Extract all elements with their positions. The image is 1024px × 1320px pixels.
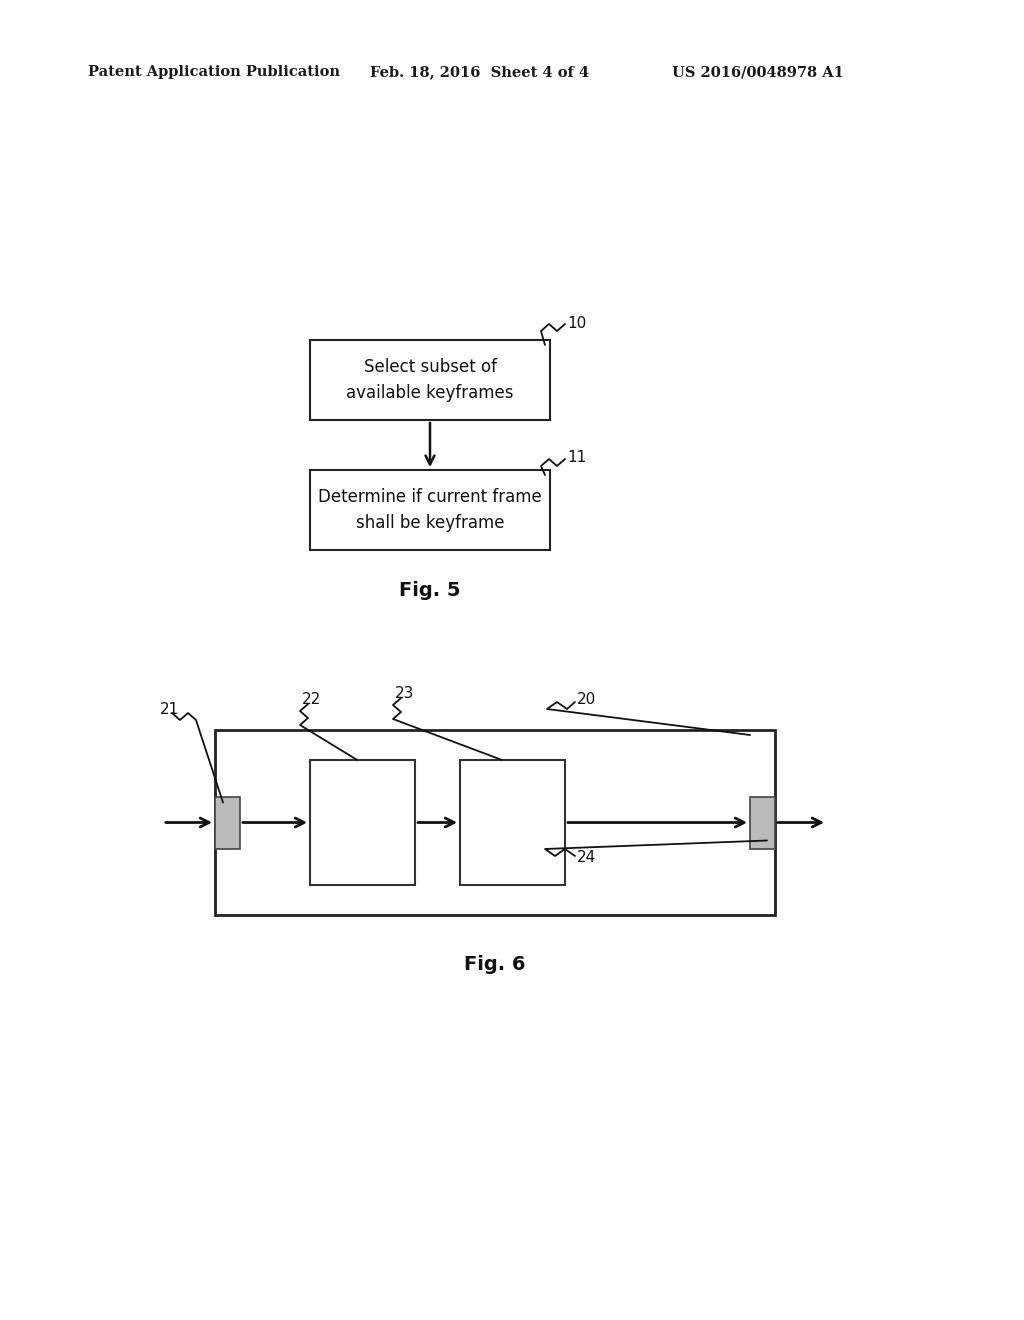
Bar <box>215 796 240 849</box>
Text: Determine if current frame
shall be keyframe: Determine if current frame shall be keyf… <box>318 488 542 532</box>
Text: Patent Application Publication: Patent Application Publication <box>88 65 340 79</box>
Text: US 2016/0048978 A1: US 2016/0048978 A1 <box>672 65 844 79</box>
Bar <box>750 796 775 849</box>
Text: 24: 24 <box>577 850 596 866</box>
Bar <box>460 760 565 884</box>
Text: 22: 22 <box>302 693 322 708</box>
Bar <box>310 760 415 884</box>
Bar <box>310 341 550 420</box>
Bar <box>310 470 550 550</box>
Text: Fig. 6: Fig. 6 <box>464 956 525 974</box>
Text: 10: 10 <box>567 315 587 330</box>
Text: Select subset of
available keyframes: Select subset of available keyframes <box>346 358 514 403</box>
Text: Feb. 18, 2016  Sheet 4 of 4: Feb. 18, 2016 Sheet 4 of 4 <box>370 65 589 79</box>
Text: 11: 11 <box>567 450 587 466</box>
Text: Fig. 5: Fig. 5 <box>399 581 461 599</box>
Text: 21: 21 <box>160 702 179 718</box>
Text: 23: 23 <box>395 686 415 701</box>
Bar <box>215 730 775 915</box>
Text: 20: 20 <box>577 693 596 708</box>
